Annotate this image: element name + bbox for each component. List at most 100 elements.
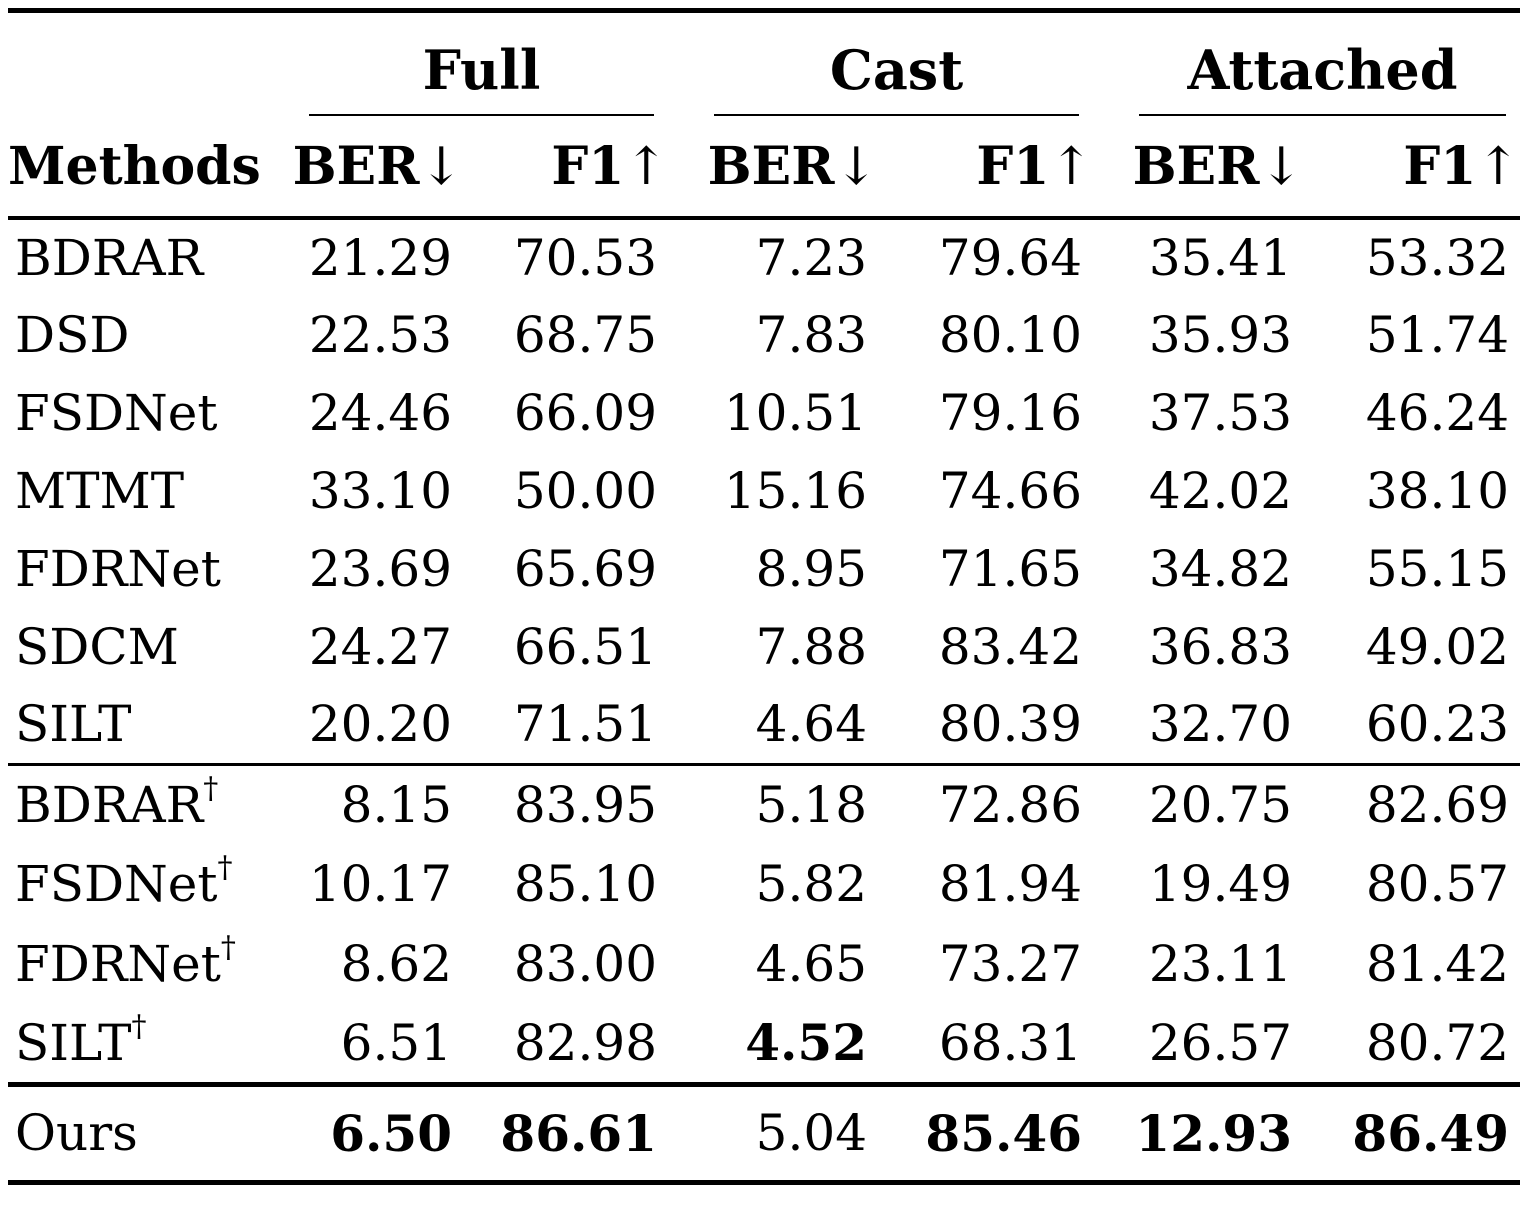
method-cell: Ours [8,1084,263,1185]
cell-attached-f1: 38.10 [1365,462,1509,520]
group-label-attached: Attached [1187,37,1458,102]
cell-cast-ber: 7.83 [755,306,867,364]
cell-full-f1: 66.51 [513,618,657,676]
cell-cast-ber: 7.88 [755,618,867,676]
cell-attached-ber: 35.93 [1148,306,1292,364]
ber-label: BER [292,135,420,197]
cell-full-ber: 22.53 [308,306,452,364]
cell-full-f1: 83.00 [513,935,657,993]
method-name: FSDNet [15,855,218,913]
cell-cast-f1: 83.42 [938,618,1082,676]
cell-attached-f1: 82.69 [1365,775,1509,834]
col-header-cast-f1: F1↑ [878,116,1093,220]
cell-attached-f1: 49.02 [1365,618,1509,676]
cell-full-f1: 85.10 [513,855,657,913]
table-row-fsdnet-dagger: FSDNet† 10.17 85.10 5.82 81.94 19.49 80.… [8,844,1520,924]
col-header-full-ber: BER↓ [263,116,463,220]
cell-full-ber: 6.51 [263,1004,463,1087]
method-cell: FDRNet [8,530,263,608]
col-header-cast-ber: BER↓ [668,116,878,220]
cell-attached-f1: 80.72 [1303,1004,1520,1087]
group-cell-cast: Cast [668,11,1093,116]
up-arrow-icon: ↑ [1049,136,1093,197]
cell-cast-ber: 4.65 [755,935,867,993]
group-rule-attached: Attached [1139,37,1506,116]
cell-cast-f1: 68.31 [878,1004,1093,1087]
method-name: FSDNet [15,384,218,442]
method-name: SILT [15,695,132,754]
group-header-spacer [8,11,263,117]
table-row-bdrar-dagger: BDRAR† 8.15 83.95 5.18 72.86 20.75 82.69 [8,764,1520,844]
cell-attached-f1: 60.23 [1303,686,1520,766]
cell-full-f1-best: 86.61 [463,1084,668,1185]
method-name: FDRNet [15,540,221,598]
cell-cast-ber: 4.64 [668,686,878,766]
method-name: BDRAR [15,775,204,834]
cell-attached-f1: 53.32 [1365,229,1509,287]
dagger-mark: † [203,770,219,806]
method-name: Ours [15,1104,138,1162]
cell-cast-ber: 10.51 [723,384,867,442]
cell-full-ber: 20.20 [263,686,463,766]
method-name: FDRNet [15,935,221,993]
method-name: SDCM [15,618,179,676]
table-row-dsd: DSD 22.53 68.75 7.83 80.10 35.93 51.74 [8,296,1520,374]
table-row-bdrar: BDRAR 21.29 70.53 7.23 79.64 35.41 53.32 [8,218,1520,296]
cell-attached-ber: 32.70 [1093,686,1303,766]
cell-cast-ber-best: 4.52 [668,1004,878,1087]
cell-attached-f1-best: 86.49 [1303,1084,1520,1185]
cell-full-ber: 8.62 [340,935,452,993]
cell-full-f1: 68.75 [513,306,657,364]
cell-full-ber-best: 6.50 [263,1084,463,1185]
method-name: MTMT [15,462,185,520]
group-header-row: Full Cast Attached [8,11,1520,117]
cell-attached-ber: 42.02 [1148,462,1292,520]
cell-full-ber: 10.17 [308,855,452,913]
cell-full-ber: 23.69 [308,540,452,598]
cell-full-ber: 8.15 [340,775,452,834]
ber-label: BER [1132,135,1260,197]
cell-attached-ber: 34.82 [1148,540,1292,598]
up-arrow-icon: ↑ [624,136,668,197]
shadow-detection-results-table: Full Cast Attached Methods BER↓ F1↑ BER↓… [8,8,1520,1185]
cell-full-ber: 24.46 [308,384,452,442]
cell-cast-f1: 72.86 [938,775,1082,834]
cell-attached-f1: 80.57 [1365,855,1509,913]
cell-full-f1: 82.98 [463,1004,668,1087]
cell-cast-ber: 8.95 [755,540,867,598]
cell-cast-ber: 5.82 [755,855,867,913]
cell-full-f1: 65.69 [513,540,657,598]
table-row-fsdnet: FSDNet 24.46 66.09 10.51 79.16 37.53 46.… [8,374,1520,452]
table-row-ours: Ours 6.50 86.61 5.04 85.46 12.93 86.49 [8,1084,1520,1185]
col-header-attached-ber: BER↓ [1093,116,1303,220]
cell-full-f1: 83.95 [513,775,657,834]
cell-attached-ber: 23.11 [1148,935,1292,993]
metric-header-row: Methods BER↓ F1↑ BER↓ F1↑ BER↓ F1↑ [8,116,1520,220]
cell-cast-f1: 79.64 [938,229,1082,287]
cell-cast-f1-best: 85.46 [878,1084,1093,1185]
method-cell: SILT [8,686,263,766]
method-name: BDRAR [15,229,204,287]
down-arrow-icon: ↓ [419,136,463,197]
cell-cast-f1: 74.66 [938,462,1082,520]
col-header-full-f1: F1↑ [463,116,668,220]
method-cell: MTMT [8,452,263,530]
cell-attached-ber: 37.53 [1148,384,1292,442]
table-row-silt: SILT 20.20 71.51 4.64 80.39 32.70 60.23 [8,686,1520,766]
cell-attached-ber: 36.83 [1148,618,1292,676]
cell-cast-ber: 7.23 [755,229,867,287]
group-rule-cast: Cast [714,40,1079,116]
cell-full-f1: 71.51 [463,686,668,766]
group-cell-attached: Attached [1093,11,1520,116]
cell-cast-f1: 79.16 [938,384,1082,442]
cell-cast-ber: 15.16 [723,462,867,520]
method-cell: BDRAR [8,218,263,296]
group-rule-full: Full [309,40,654,116]
cell-cast-f1: 80.10 [938,306,1082,364]
methods-column-header: Methods [8,116,263,220]
table-row-silt-dagger: SILT† 6.51 82.98 4.52 68.31 26.57 80.72 [8,1004,1520,1087]
cell-full-f1: 66.09 [513,384,657,442]
cell-attached-f1: 51.74 [1365,306,1509,364]
method-cell: SDCM [8,608,263,686]
method-cell: BDRAR† [8,764,263,844]
